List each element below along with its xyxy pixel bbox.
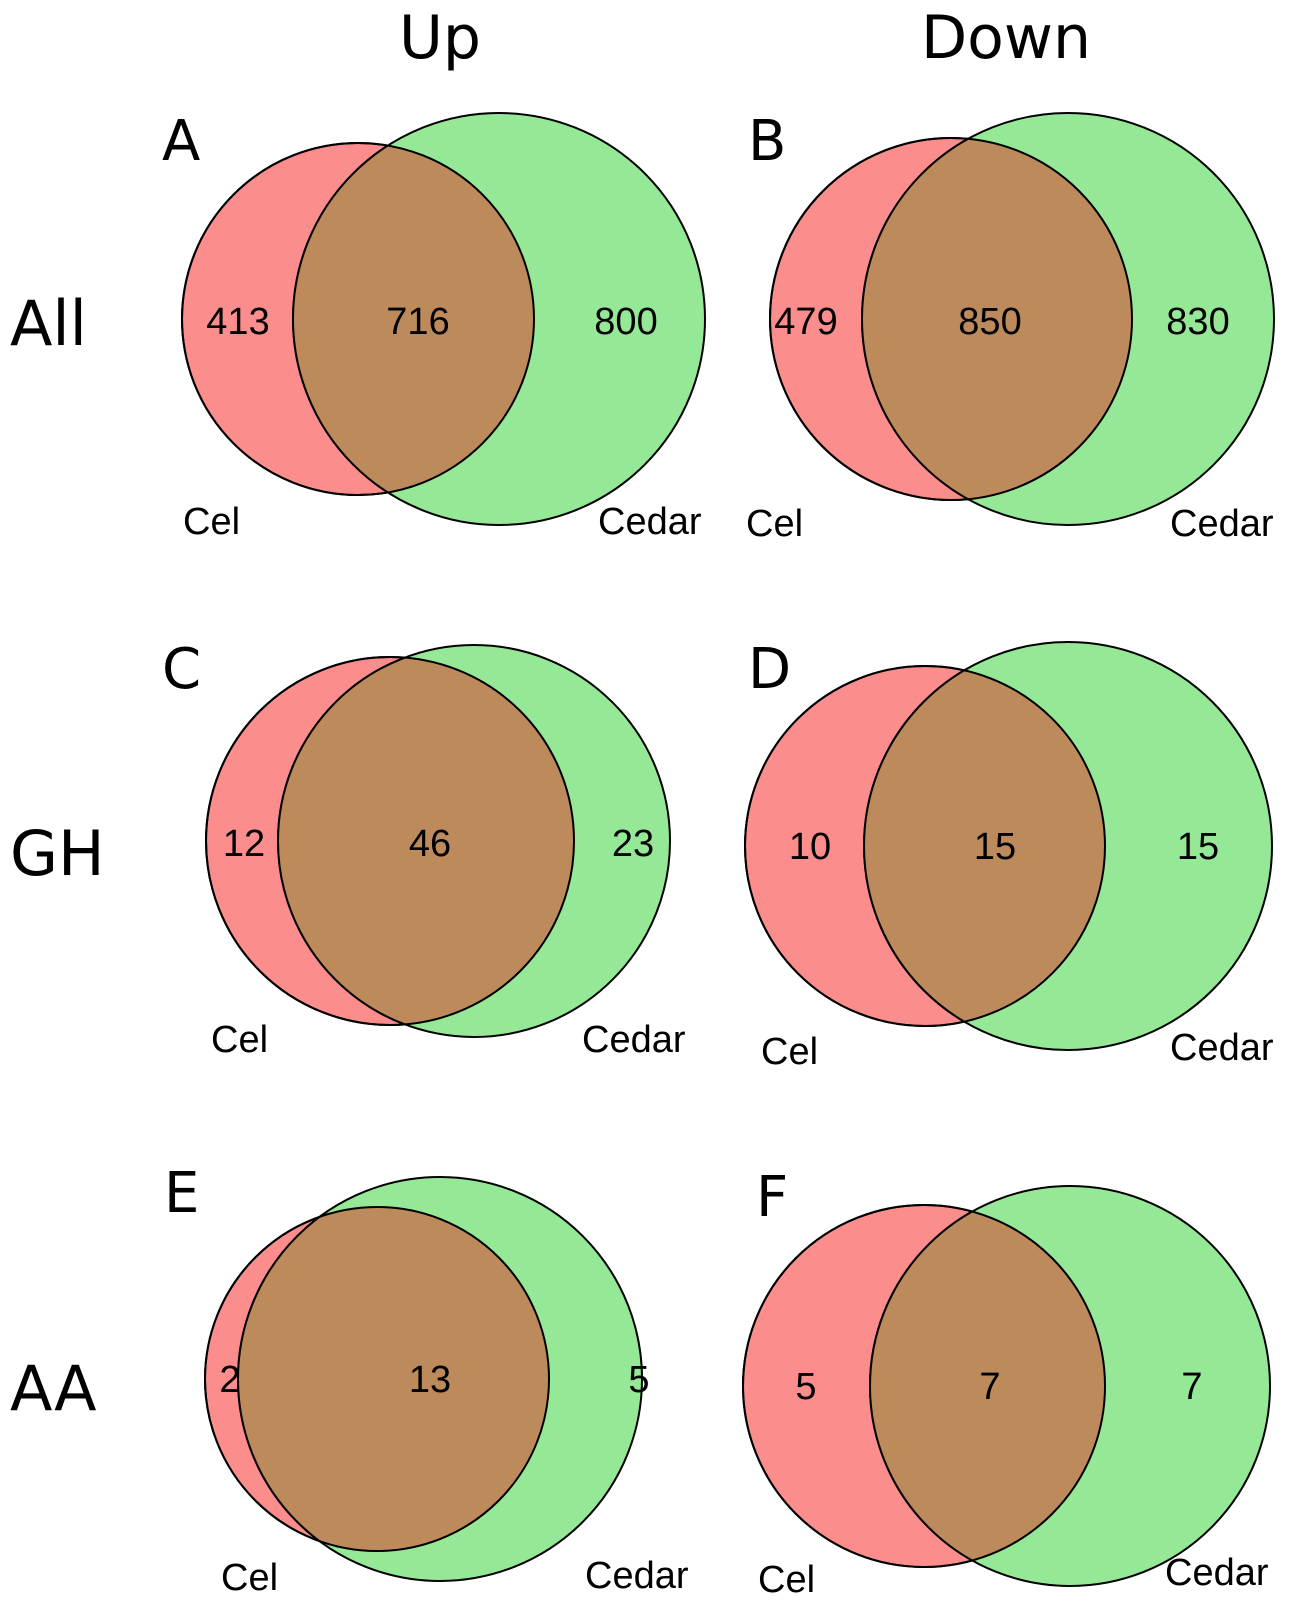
panel-letter: C [162,637,201,702]
count-only-set-a: 413 [206,301,269,343]
overlap-region [869,1205,1105,1567]
count-overlap: 716 [386,301,449,343]
venn-panel-f: F 5 7 7 Cel Cedar [742,1165,1271,1601]
row-label-all: All [10,287,87,360]
count-overlap: 7 [979,1366,1000,1408]
count-only-set-b: 15 [1177,826,1219,868]
set-a-label: Cel [761,1031,818,1073]
row-label-gh: GH [10,817,105,890]
venn-panel-d: D 10 15 15 Cel Cedar [744,637,1274,1073]
set-b-label: Cedar [1165,1552,1269,1594]
count-overlap: 850 [958,301,1021,343]
panel-letter: A [162,109,200,174]
set-a-label: Cel [758,1559,815,1601]
set-a-label: Cel [211,1019,268,1061]
count-only-set-b: 23 [612,823,654,865]
set-b-label: Cedar [1170,503,1274,545]
overlap-region [292,143,534,495]
venn-panel-a: A 413 716 800 Cel Cedar [162,109,706,543]
panel-letter: B [748,109,786,174]
venn-panel-e: E 2 13 5 Cel Cedar [164,1161,689,1599]
panel-letter: E [164,1161,199,1226]
count-only-set-b: 830 [1166,301,1229,343]
venn-panel-b: B 479 850 830 Cel Cedar [746,109,1275,545]
overlap-region [863,666,1105,1026]
count-only-set-a: 5 [795,1366,816,1408]
row-label-aa: AA [10,1352,97,1425]
count-overlap: 46 [409,823,451,865]
count-only-set-a: 10 [789,826,831,868]
column-header-up: Up [399,3,481,73]
count-only-set-b: 800 [594,301,657,343]
count-only-set-b: 7 [1181,1366,1202,1408]
panel-letter: D [748,637,791,702]
count-only-set-a: 2 [219,1359,240,1401]
venn-panel-c: C 12 46 23 Cel Cedar [162,637,686,1061]
count-only-set-a: 12 [223,823,265,865]
count-only-set-b: 5 [628,1359,649,1401]
column-header-down: Down [921,3,1091,73]
set-a-label: Cel [221,1557,278,1599]
overlap-region [861,138,1132,500]
set-a-label: Cel [183,501,240,543]
set-b-label: Cedar [582,1019,686,1061]
set-a-label: Cel [746,503,803,545]
set-b-label: Cedar [598,501,702,543]
set-b-label: Cedar [585,1555,689,1597]
count-only-set-a: 479 [774,301,837,343]
count-overlap: 13 [409,1359,451,1401]
set-b-label: Cedar [1170,1027,1274,1069]
count-overlap: 15 [974,826,1016,868]
panel-letter: F [756,1165,788,1230]
